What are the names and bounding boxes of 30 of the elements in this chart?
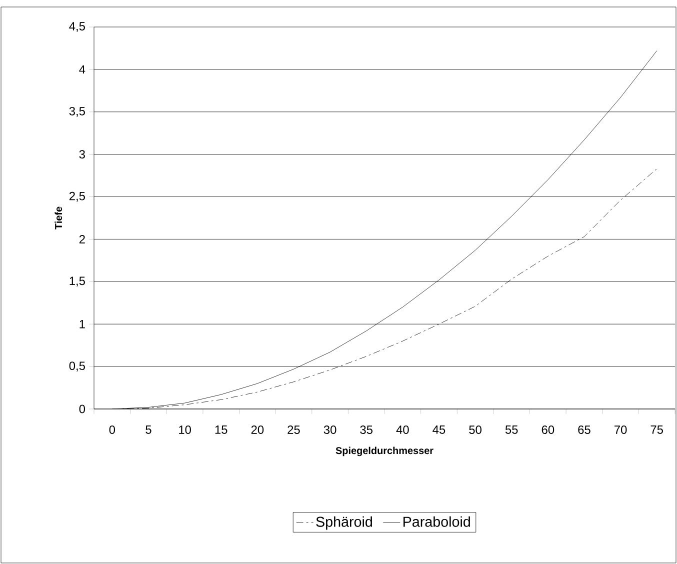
x-tick-label: 15 bbox=[215, 426, 228, 434]
y-tick-label: 3,5 bbox=[69, 106, 85, 117]
x-tick-label: 50 bbox=[469, 426, 482, 434]
legend-label: Sphäroid bbox=[316, 516, 372, 530]
x-tick-label: 5 bbox=[146, 426, 152, 434]
x-axis-title: Spiegeldurchmesser bbox=[336, 446, 434, 456]
x-tick-label: 35 bbox=[360, 426, 372, 434]
y-tick-label: 1 bbox=[80, 320, 85, 328]
x-tick-label: 70 bbox=[614, 426, 627, 434]
x-tick-label: 45 bbox=[432, 426, 446, 434]
x-tick-label: 65 bbox=[578, 426, 590, 434]
x-tick-label: 60 bbox=[542, 426, 554, 434]
x-tick-label: 55 bbox=[505, 426, 518, 434]
x-tick-label: 75 bbox=[650, 426, 663, 434]
y-tick-label: 3 bbox=[79, 150, 85, 159]
x-tick-label: 30 bbox=[324, 426, 336, 434]
x-tick-label: 40 bbox=[396, 426, 409, 434]
y-tick-label: 2,5 bbox=[69, 192, 85, 202]
y-tick-label: 4 bbox=[79, 65, 86, 74]
x-tick-label: 25 bbox=[288, 426, 300, 434]
y-tick-label: 0 bbox=[79, 404, 86, 414]
x-tick-label: 20 bbox=[251, 426, 264, 434]
y-axis-title: Tiefe bbox=[54, 206, 62, 230]
y-tick-label: 4,5 bbox=[69, 22, 85, 32]
legend-label: Paraboloid bbox=[403, 516, 470, 527]
y-tick-label: 0,5 bbox=[69, 362, 85, 372]
x-tick-label: 10 bbox=[179, 426, 191, 434]
x-tick-label: 0 bbox=[109, 426, 116, 434]
y-tick-label: 2 bbox=[79, 235, 85, 244]
y-tick-label: 1,5 bbox=[70, 276, 85, 287]
